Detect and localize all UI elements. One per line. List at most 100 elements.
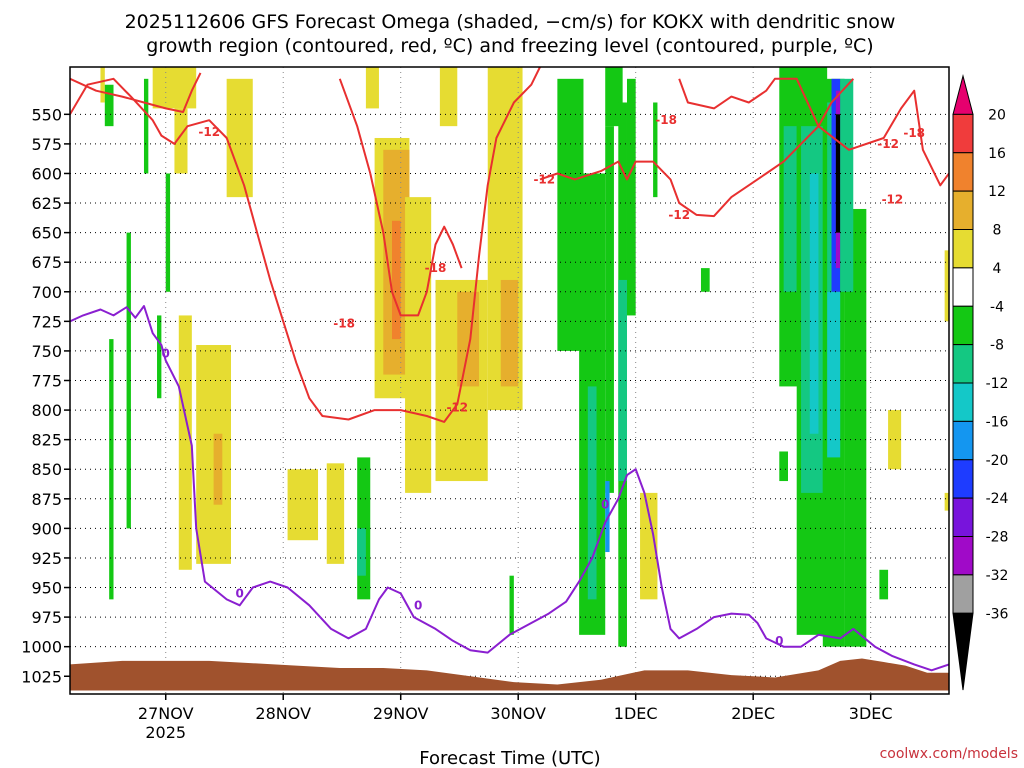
contour-label: -12 <box>882 192 904 206</box>
contour-line <box>338 78 463 317</box>
contour-line <box>70 72 202 113</box>
omega-patch <box>104 84 114 127</box>
omega-patch <box>392 220 401 340</box>
omega-patch <box>157 315 162 399</box>
colorbar-swatch <box>952 420 974 461</box>
y-tick-label: 550 <box>31 105 62 124</box>
omega-patch <box>618 279 627 482</box>
omega-patch <box>126 232 131 529</box>
omega-patch <box>287 469 319 541</box>
colorbar-label: 8 <box>993 223 1002 239</box>
y-tick-label: 600 <box>31 164 62 183</box>
contour-label: -18 <box>903 126 925 140</box>
y-tick-label: 850 <box>31 460 62 479</box>
contour-label: -12 <box>533 172 555 186</box>
contour-label: -18 <box>655 113 677 127</box>
omega-patch <box>213 433 223 505</box>
omega-patch <box>809 173 819 434</box>
contour-label: 0 <box>775 634 783 648</box>
y-tick-label: 1025 <box>21 667 62 686</box>
omega-patch <box>439 67 458 127</box>
omega-patch <box>783 126 797 292</box>
contour-label: -12 <box>668 208 690 222</box>
x-axis-label: Forecast Time (UTC) <box>419 748 600 768</box>
omega-patch <box>365 67 379 109</box>
omega-patch <box>587 386 597 600</box>
omega-patch <box>605 126 614 493</box>
colorbar-swatch <box>952 536 974 576</box>
contour-line <box>678 77 949 187</box>
omega-patch <box>944 492 949 511</box>
contours <box>70 67 949 672</box>
omega-patch <box>888 410 902 470</box>
omega-patch <box>326 463 345 564</box>
x-tick-label: 30NOV <box>490 704 546 723</box>
contour-label: 0 <box>162 346 170 360</box>
colorbar-label: -20 <box>986 453 1009 469</box>
omega-patch <box>509 575 514 635</box>
credit-link[interactable]: coolwx.com/models <box>880 746 1018 762</box>
y-tick-label: 950 <box>31 579 62 598</box>
contour-label: 0 <box>414 598 422 612</box>
colorbar-label: -36 <box>986 606 1009 622</box>
colorbar-swatch <box>952 152 974 192</box>
colorbar-label: -24 <box>986 491 1009 507</box>
chart-title-line2: growth region (contoured, red, ºC) and f… <box>146 35 873 57</box>
colorbar-swatch <box>952 382 974 422</box>
omega-patch <box>492 67 514 103</box>
omega-patch <box>152 67 197 109</box>
contour-labels: -12 -12 -12 -12 -12 -12 -18 -18 -18 -18 0 0 0 0 0 <box>162 113 925 648</box>
contour-line <box>70 67 541 423</box>
y-tick-label: 925 <box>31 549 62 568</box>
colorbar-label: 20 <box>988 107 1006 123</box>
x-tick-label: 29NOV <box>373 704 429 723</box>
y-tick-label: 1000 <box>21 638 62 657</box>
omega-patch <box>405 197 432 493</box>
x-tick-label: 28NOV <box>255 704 311 723</box>
x-tick-label: 3DEC <box>849 704 893 723</box>
omega-patch <box>700 268 710 292</box>
colorbar-swatch <box>952 305 974 346</box>
omega-patch <box>831 78 841 292</box>
omega-patch <box>178 315 192 570</box>
omega-patch <box>100 67 105 103</box>
contour-label: -12 <box>198 125 220 139</box>
contour-line <box>70 305 949 672</box>
colorbar-swatch <box>952 344 974 384</box>
surface-terrain <box>70 658 949 691</box>
omega-patch <box>165 173 171 292</box>
contour-label: 0 <box>601 498 609 512</box>
contour-label: 0 <box>236 586 244 600</box>
omega-patch <box>500 279 519 387</box>
omega-patch <box>226 78 253 198</box>
contour-line <box>539 78 855 218</box>
colorbar-swatch <box>952 267 974 307</box>
omega-patch <box>357 528 366 576</box>
y-axis: 550 575 600 625 650 675 700 725 750 775 800 825 850 8… <box>21 105 70 686</box>
colorbar-label: 12 <box>988 184 1006 200</box>
chart-title-line1: 2025112606 GFS Forecast Omega (shaded, −… <box>125 11 896 33</box>
colorbar-label: -32 <box>986 568 1009 584</box>
y-tick-label: 700 <box>31 283 62 302</box>
y-tick-label: 725 <box>31 312 62 331</box>
colorbar-swatch <box>952 229 974 269</box>
omega-patch <box>626 78 636 316</box>
colorbar-swatch <box>952 190 974 230</box>
colorbar-swatch <box>952 574 974 614</box>
omega-patch <box>196 345 232 564</box>
x-tick-label: 27NOV <box>138 704 194 723</box>
y-tick-label: 875 <box>31 490 62 509</box>
omega-patch <box>879 569 889 600</box>
colorbar-label: -4 <box>990 299 1004 315</box>
omega-patch <box>840 78 854 292</box>
y-tick-label: 750 <box>31 342 62 361</box>
y-tick-label: 650 <box>31 224 62 243</box>
x-tick-sublabel: 2025 <box>145 723 186 742</box>
colorbar-swatch <box>952 113 974 154</box>
colorbar-label: -28 <box>986 530 1009 546</box>
omega-patch <box>779 451 788 482</box>
omega-patch <box>174 108 188 174</box>
y-tick-label: 800 <box>31 401 62 420</box>
omega-patch <box>653 102 658 198</box>
